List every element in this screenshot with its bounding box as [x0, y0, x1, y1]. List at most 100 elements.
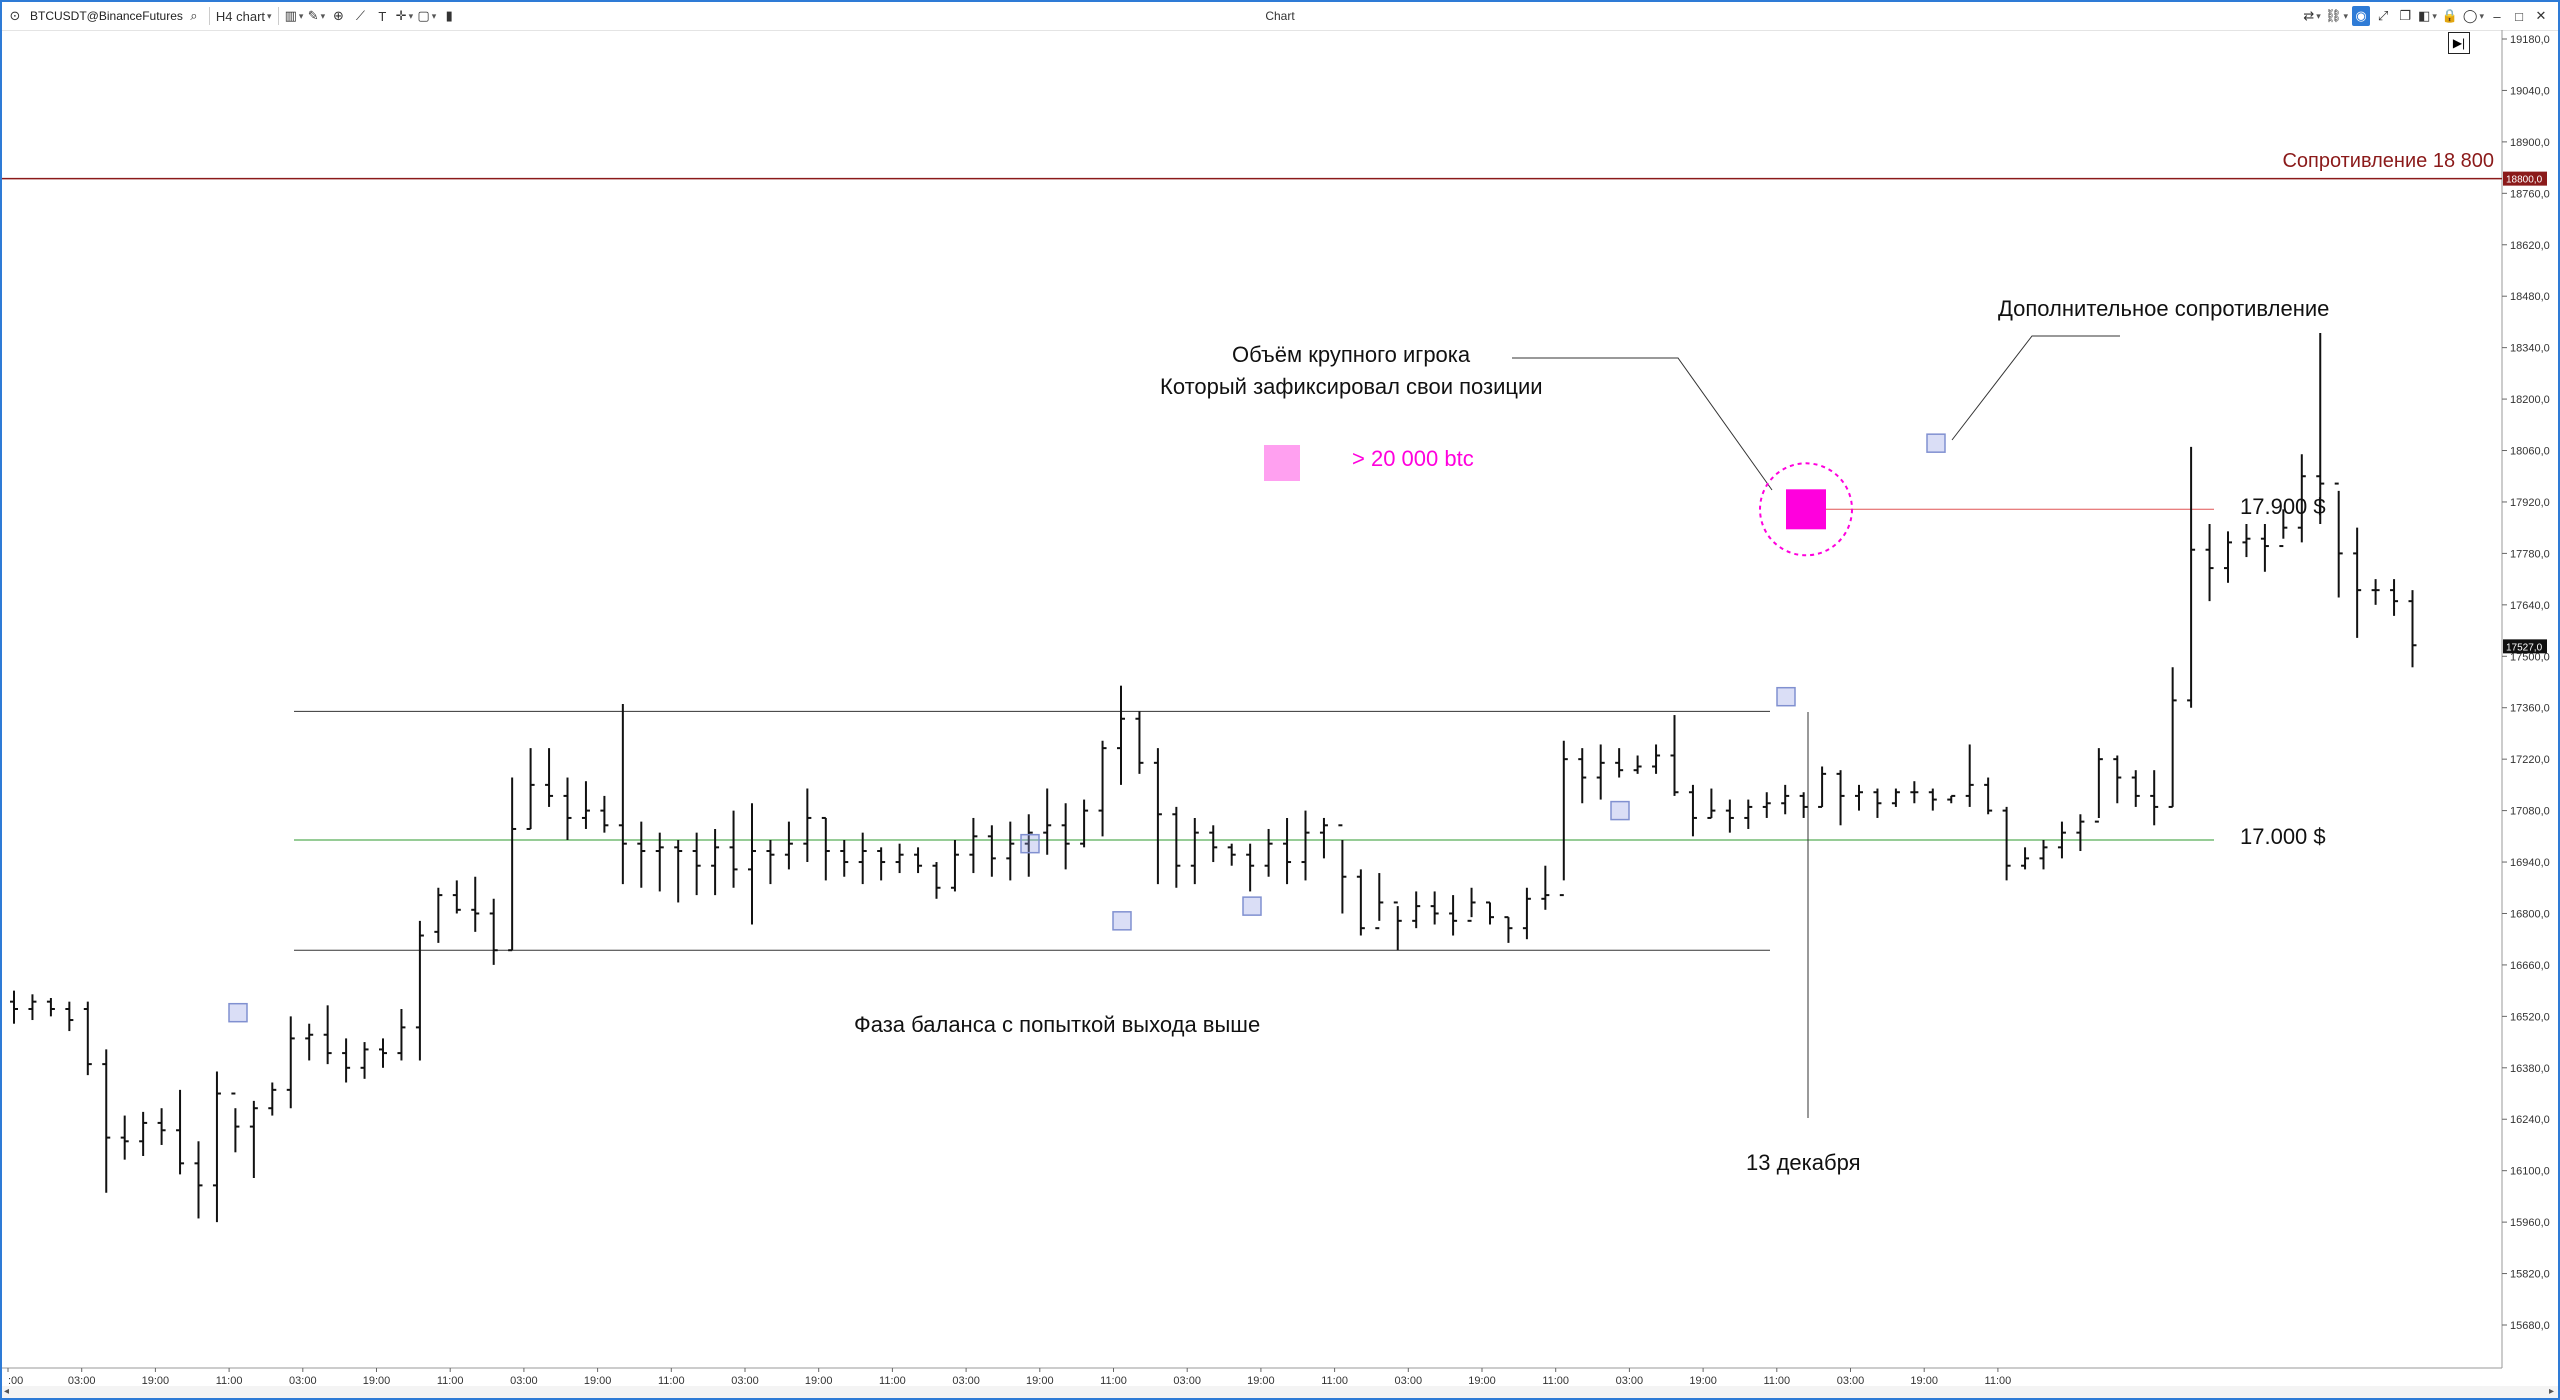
- ohlc-bar: [2113, 755, 2122, 804]
- ohlc-bar: [1172, 806, 1181, 888]
- ohlc-bar: [1910, 781, 1919, 804]
- time-tick-label: 19:00: [363, 1375, 391, 1386]
- ohlc-bar: [2224, 531, 2232, 583]
- time-tick-label: 19:00: [1026, 1375, 1054, 1386]
- time-tick-label: 19:00: [1468, 1375, 1496, 1386]
- chart-menu-icon[interactable]: ⊙: [9, 8, 21, 23]
- pencil-icon[interactable]: ✎: [307, 6, 325, 26]
- ohlc-bar: [102, 1049, 111, 1193]
- symbol-selector[interactable]: BTCUSDT@BinanceFutures: [30, 9, 183, 23]
- text-icon[interactable]: T: [378, 8, 387, 24]
- search-icon[interactable]: ⌕: [190, 8, 198, 23]
- time-tick-label: 19:00: [584, 1375, 612, 1386]
- ohlc-bar: [526, 748, 535, 830]
- ohlc-bar: [1190, 817, 1199, 885]
- ohlc-bar: [655, 832, 664, 892]
- ohlc-bar: [784, 821, 793, 870]
- ohlc-bar: [748, 803, 756, 925]
- ohlc-bar: [729, 810, 738, 888]
- ohlc-bar: [600, 795, 609, 833]
- scroll-to-end-button[interactable]: ▶|: [2448, 32, 2470, 54]
- ohlc-bar: [268, 1082, 277, 1116]
- layers-icon[interactable]: ◧: [2418, 6, 2437, 26]
- ohlc-bar: [28, 994, 37, 1021]
- ohlc-bar: [1725, 799, 1734, 833]
- ohlc-bar: [950, 839, 959, 892]
- time-tick-label: 03:00: [1395, 1375, 1423, 1386]
- close-icon[interactable]: ✕: [2535, 8, 2547, 23]
- duplicate-icon[interactable]: ❐: [2399, 8, 2411, 23]
- date-label: 13 декабря: [1746, 1150, 1861, 1175]
- big-player-title: Объём крупного игрока: [1232, 342, 1471, 367]
- ohlc-bar: [1522, 887, 1531, 940]
- ohlc-bars: [10, 332, 2417, 1223]
- time-tick-label: 11:00: [437, 1375, 464, 1386]
- price-tick-label: 16380,0: [2510, 1063, 2550, 1075]
- ruler-icon[interactable]: ⟋: [355, 8, 365, 23]
- time-tick-label: :00: [8, 1375, 23, 1386]
- toolbar-separator: [208, 7, 210, 25]
- link-icon[interactable]: ⛓: [2325, 6, 2348, 26]
- ohlc-bar: [674, 839, 683, 903]
- ohlc-bar: [1301, 810, 1310, 881]
- volume-marker: [1020, 833, 1040, 854]
- time-tick-label: 19:00: [1247, 1375, 1275, 1386]
- price-tick-label: 16240,0: [2510, 1114, 2550, 1126]
- ohlc-bar: [711, 828, 720, 896]
- ohlc-bar: [323, 1005, 332, 1065]
- camera-icon[interactable]: ◉: [2352, 6, 2371, 26]
- price-tick-label: 17780,0: [2510, 548, 2550, 560]
- price-tick-label: 18760,0: [2510, 188, 2550, 200]
- time-tick-label: 11:00: [879, 1375, 906, 1386]
- ohlc-bar: [2002, 806, 2011, 881]
- price-axis[interactable]: 19180,0 19040,0 18900,0 18760,0 18620,0 18480…: [2501, 30, 2550, 1368]
- maximize-icon[interactable]: □: [2515, 8, 2523, 24]
- ohlc-bar: [2334, 482, 2343, 598]
- legend-volume-swatch: [1264, 445, 1300, 481]
- scroll-left-icon[interactable]: ◂: [4, 1386, 10, 1397]
- volume-marker: [228, 1002, 248, 1023]
- chart-type-icon[interactable]: ▥: [285, 6, 304, 26]
- ohlc-bar: [1615, 748, 1624, 778]
- ohlc-bar: [1559, 740, 1568, 897]
- volume-marker: [1242, 896, 1262, 916]
- ohlc-bar: [1024, 814, 1033, 877]
- ohlc-bar: [1965, 744, 1974, 807]
- ohlc-bar: [360, 1042, 369, 1079]
- price-tick-label: 19180,0: [2510, 34, 2550, 46]
- ohlc-bar: [2150, 770, 2159, 826]
- ohlc-bar: [2279, 509, 2288, 548]
- ohlc-bar: [249, 1100, 258, 1179]
- legend-volume-label: > 20 000 btc: [1352, 446, 1474, 471]
- ohlc-bar: [415, 920, 424, 1061]
- minimize-icon[interactable]: –: [2493, 8, 2501, 24]
- ohlc-bar: [1412, 891, 1421, 929]
- ohlc-bar: [637, 821, 646, 888]
- expand-icon[interactable]: ⤢: [2377, 8, 2389, 23]
- ohlc-bar: [2316, 332, 2325, 525]
- template-icon[interactable]: ▢: [417, 6, 436, 26]
- ohlc-bar: [1578, 748, 1587, 804]
- price-tick-label: 16520,0: [2510, 1011, 2550, 1023]
- price-tick-label: 16800,0: [2510, 908, 2550, 920]
- horizontal-scrollbar[interactable]: ◂ ▸: [2, 1386, 2558, 1398]
- ohlc-bar: [139, 1111, 148, 1156]
- level-17900-label: 17.900 $: [2240, 494, 2326, 519]
- palette-icon[interactable]: ▮: [445, 8, 453, 23]
- price-tick-label: 18060,0: [2510, 446, 2550, 458]
- price-tick-label: 18480,0: [2510, 291, 2550, 303]
- timeframe-selector[interactable]: H4 chart: [216, 6, 272, 26]
- scroll-right-icon[interactable]: ▸: [2548, 1386, 2554, 1397]
- crosshair-icon[interactable]: ✛: [395, 6, 413, 26]
- sync-icon[interactable]: ⇄: [2303, 6, 2321, 26]
- time-tick-label: 11:00: [1321, 1375, 1348, 1386]
- zoom-icon[interactable]: ⊕: [332, 8, 344, 23]
- lock-icon[interactable]: 🔒: [2441, 8, 2458, 23]
- circle-icon[interactable]: ◯: [2463, 6, 2484, 26]
- ohlc-bar: [2131, 770, 2140, 807]
- time-tick-label: 03:00: [731, 1375, 759, 1386]
- ohlc-bar: [212, 1071, 221, 1223]
- time-axis[interactable]: :00 03:00 19:00 11:00 03:00 19:00 11:00 03:00 19…: [2, 1367, 2502, 1386]
- ohlc-bar: [379, 1038, 387, 1068]
- price-chart[interactable]: 19180,0 19040,0 18900,0 18760,0 18620,0 18480…: [2, 30, 2558, 1386]
